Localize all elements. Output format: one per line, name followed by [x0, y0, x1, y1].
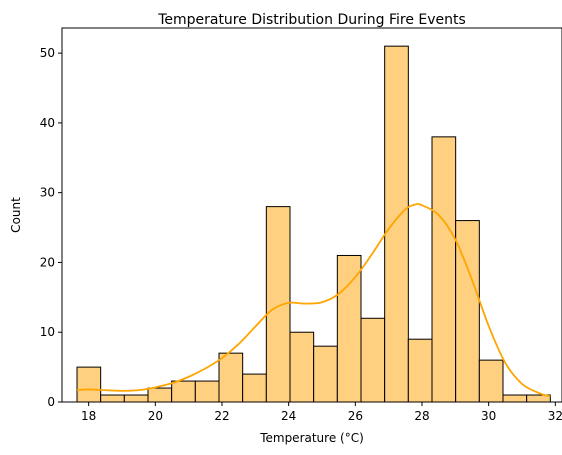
x-tick-label: 22 — [214, 409, 229, 423]
histogram-bar — [360, 317, 386, 403]
x-tick-label: 28 — [414, 409, 429, 423]
histogram-bar — [194, 380, 220, 403]
y-tick-label: 50 — [40, 46, 55, 60]
x-tick-label: 24 — [281, 409, 296, 423]
x-tick-label: 30 — [481, 409, 496, 423]
plot-frame — [61, 27, 562, 403]
bars-group — [76, 45, 551, 403]
histogram-bar — [100, 394, 125, 403]
histogram-bar — [76, 366, 102, 403]
histogram-bar — [478, 359, 504, 403]
histogram-bar — [431, 136, 457, 403]
y-tick-label: 30 — [40, 186, 55, 200]
histogram-bar — [336, 254, 362, 403]
histogram-bar — [218, 352, 244, 403]
x-tick-label: 18 — [81, 409, 96, 423]
x-axis: 18 20 22 24 26 28 30 32 — [81, 402, 562, 423]
y-axis-label: Count — [9, 197, 23, 233]
histogram-bar — [384, 45, 409, 403]
y-tick-label: 20 — [40, 255, 55, 269]
histogram-bar — [123, 394, 149, 403]
chart-title: Temperature Distribution During Fire Eve… — [157, 12, 466, 28]
histogram-bar — [502, 394, 528, 403]
histogram-bar — [171, 380, 196, 403]
y-tick-label: 10 — [40, 325, 55, 339]
histogram-bar — [147, 387, 173, 403]
y-axis: 0 10 20 30 40 50 — [40, 46, 62, 409]
histogram-bar — [242, 373, 267, 403]
histogram-bar — [407, 338, 433, 403]
kde-curve — [76, 203, 551, 398]
x-axis-label: Temperature (°C) — [259, 431, 364, 445]
x-tick-label: 20 — [148, 409, 163, 423]
x-tick-label: 32 — [548, 409, 562, 423]
x-tick-label: 26 — [348, 409, 363, 423]
y-tick-label: 40 — [40, 116, 55, 130]
histogram-bar — [313, 345, 338, 403]
y-tick-label: 0 — [47, 395, 55, 409]
histogram-bar — [289, 331, 315, 403]
